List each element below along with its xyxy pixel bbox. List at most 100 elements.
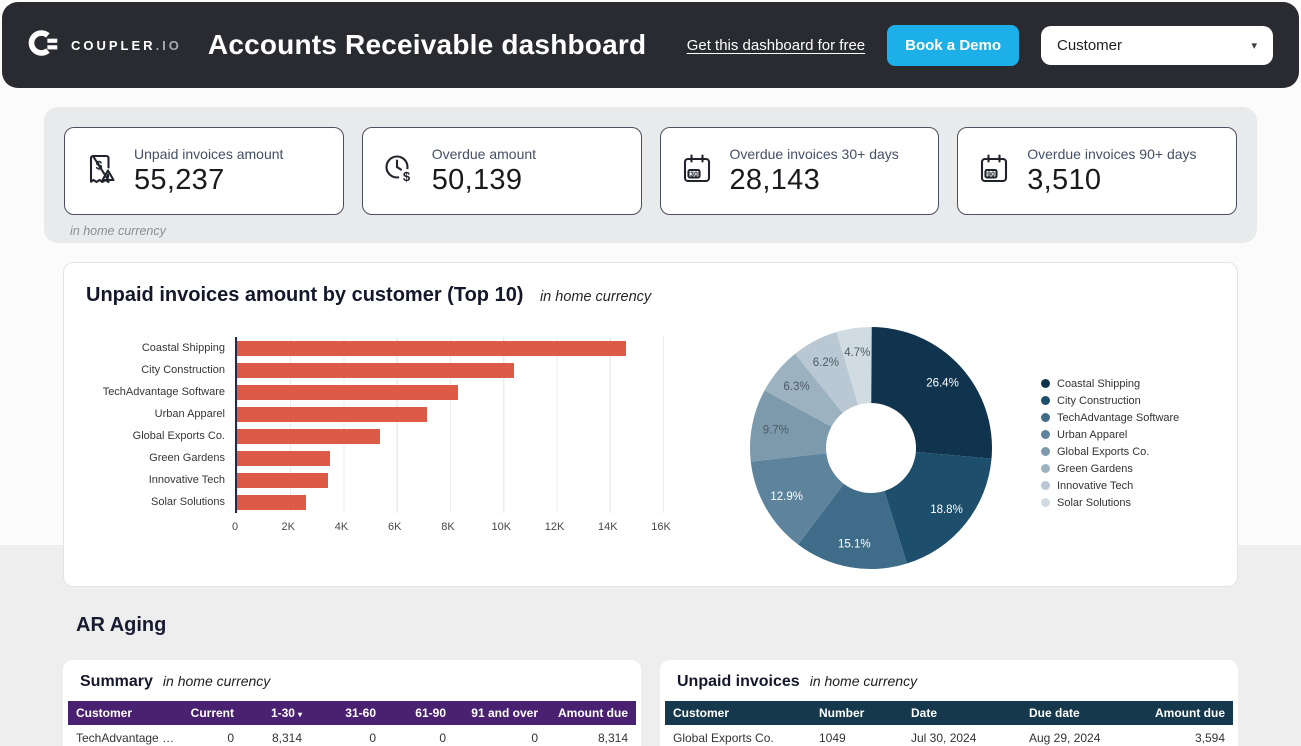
x-axis-tick: 16K xyxy=(651,521,671,533)
customer-filter-value: Customer xyxy=(1057,36,1123,54)
table-row: Global Exports Co. 1049 Jul 30, 2024 Aug 29… xyxy=(665,725,1233,746)
unpaid-invoices-table-title: Unpaid invoices xyxy=(677,673,800,690)
donut-percent-label: 6.2% xyxy=(813,357,839,369)
brand-name: COUPLER xyxy=(71,37,156,53)
column-header[interactable]: Due date xyxy=(1021,701,1143,725)
donut-slice xyxy=(836,326,872,405)
column-header[interactable]: Date xyxy=(903,701,1021,725)
table-cell: 0 xyxy=(180,725,242,746)
kpi-summary-band: $ Unpaid invoices amount 55,237 $ Overdu… xyxy=(44,107,1257,243)
kpi-card-4: 90 Overdue invoices 90+ days 3,510 xyxy=(957,127,1237,215)
table-cell: 3,594 xyxy=(1143,725,1233,746)
legend-item: Green Gardens xyxy=(1041,460,1179,477)
kpi-card-3: 30 Overdue invoices 30+ days 28,143 xyxy=(659,127,940,215)
unpaid-invoices-table: Customer Number Date Due date Amount due Glob… xyxy=(665,701,1233,746)
x-axis-tick: 4K xyxy=(334,521,349,533)
legend-label: TechAdvantage Software xyxy=(1057,411,1180,424)
kpi-label: Overdue invoices 30+ days xyxy=(729,145,899,162)
bar-row xyxy=(237,381,681,403)
svg-text:$: $ xyxy=(403,169,411,184)
bar xyxy=(237,406,427,422)
bar-label: Green Gardens xyxy=(149,452,225,464)
legend-dot xyxy=(1041,413,1050,422)
legend-label: Urban Apparel xyxy=(1057,428,1128,441)
donut-slice xyxy=(871,327,992,459)
table-cell: Aug 29, 2024 xyxy=(1021,725,1143,746)
legend-dot xyxy=(1041,430,1050,439)
customer-filter-dropdown[interactable]: Customer ▾ xyxy=(1041,25,1273,65)
chart-subtitle: in home currency xyxy=(539,289,652,305)
donut-percent-label: 4.7% xyxy=(844,347,870,359)
top-header-bar: COUPLER.IO Accounts Receivable dashboard… xyxy=(2,2,1299,88)
brand-tld: .IO xyxy=(155,37,182,53)
bar xyxy=(237,494,307,510)
donut-percent-label: 12.9% xyxy=(770,491,803,503)
column-header[interactable]: Amount due xyxy=(546,701,636,725)
chevron-down-icon: ▾ xyxy=(1251,39,1257,52)
column-header[interactable]: Customer xyxy=(665,701,811,725)
bar xyxy=(237,450,330,466)
table-cell: 1049 xyxy=(811,725,903,746)
kpi-texts: Unpaid invoices amount 55,237 xyxy=(134,146,283,197)
donut-chart-svg: 26.4% 18.8% 15.1% 12.9% 9.7% 6.3% 6.2% 4.7% xyxy=(749,326,992,569)
donut-slice xyxy=(795,332,859,413)
donut-percent-label: 26.4% xyxy=(926,378,959,390)
bar xyxy=(237,428,380,444)
coupler-logo[interactable]: COUPLER.IO xyxy=(28,26,182,65)
donut-slice xyxy=(750,453,844,545)
bar-label: Global Exports Co. xyxy=(132,430,225,442)
legend-label: Global Exports Co. xyxy=(1057,445,1150,458)
x-axis-tick: 0 xyxy=(231,521,239,533)
unpaid-invoices-table-card: Unpaid invoices in home currency Customer… xyxy=(660,660,1238,746)
bar xyxy=(237,340,626,356)
legend-item: City Construction xyxy=(1041,392,1179,409)
donut-chart: 26.4% 18.8% 15.1% 12.9% 9.7% 6.3% 6.2% 4.7% xyxy=(747,324,995,572)
bar-row xyxy=(237,425,681,447)
x-axis-tick: 6K xyxy=(388,521,402,533)
bar xyxy=(237,362,514,378)
donut-percent-label: 6.3% xyxy=(783,381,809,393)
table-cell: TechAdvantage … xyxy=(68,725,180,746)
legend-dot xyxy=(1041,379,1050,388)
column-header[interactable]: 31-60 xyxy=(310,701,384,725)
sort-descending-icon: ▾ xyxy=(297,710,302,719)
donut-percent-label: 15.1% xyxy=(838,539,871,551)
column-header[interactable]: 61-90 xyxy=(384,701,454,725)
page-title: Accounts Receivable dashboard xyxy=(207,29,647,60)
chart-title-row: Unpaid invoices amount by customer (Top … xyxy=(64,263,1237,307)
kpi-label: Overdue invoices 90+ days xyxy=(1027,145,1197,162)
book-demo-button[interactable]: Book a Demo xyxy=(887,24,1019,66)
kpi-card-2: $ Overdue amount 50,139 xyxy=(361,127,642,215)
column-header[interactable]: Current xyxy=(180,701,242,725)
kpi-label: Overdue amount xyxy=(431,145,537,162)
legend-item: Innovative Tech xyxy=(1041,477,1179,494)
column-header[interactable]: Customer xyxy=(68,701,180,725)
column-header[interactable]: 91 and over xyxy=(454,701,546,725)
get-dashboard-link[interactable]: Get this dashboard for free xyxy=(686,36,866,54)
bar-row xyxy=(237,491,681,513)
bar-row xyxy=(237,403,681,425)
summary-table-title: Summary xyxy=(80,673,153,690)
bar-chart-x-axis: 0 2K 4K 6K 8K 10K 12K 14K 16K xyxy=(231,521,681,537)
table-cell: 8,314 xyxy=(242,725,310,746)
table-cell: 8,314 xyxy=(546,725,636,746)
donut-slice xyxy=(764,353,843,427)
legend-item: Global Exports Co. xyxy=(1041,443,1179,460)
kpi-value: 50,139 xyxy=(431,163,523,196)
x-axis-tick: 10K xyxy=(491,521,512,533)
table-cell: 0 xyxy=(454,725,546,746)
column-header[interactable]: Amount due xyxy=(1143,701,1233,725)
chart-legend: Coastal Shipping City Construction TechAdv… xyxy=(1041,375,1179,511)
summary-table-subtitle: in home currency xyxy=(162,673,271,689)
legend-item: Coastal Shipping xyxy=(1041,375,1179,392)
kpi-label: Unpaid invoices amount xyxy=(134,145,284,162)
x-axis-tick: 14K xyxy=(597,521,618,533)
legend-dot xyxy=(1041,481,1050,490)
column-header[interactable]: Number xyxy=(811,701,903,725)
bar xyxy=(237,384,459,400)
bar-row xyxy=(237,469,681,491)
legend-label: Innovative Tech xyxy=(1057,479,1134,492)
column-header[interactable]: 1-30 ▾ xyxy=(242,701,310,725)
legend-dot xyxy=(1041,396,1050,405)
